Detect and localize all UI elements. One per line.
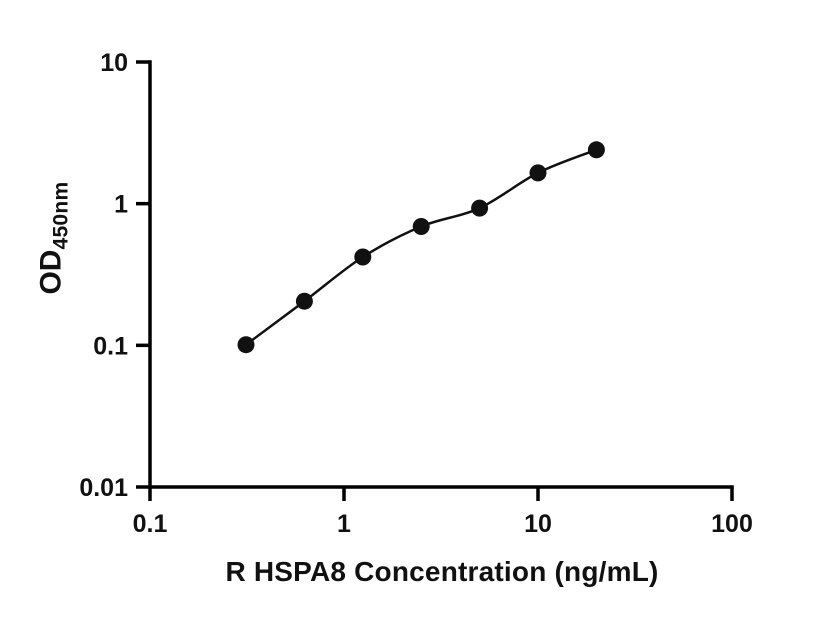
data-point bbox=[587, 141, 605, 159]
y-tick-label: 0.1 bbox=[93, 332, 128, 360]
x-tick-label: 0.1 bbox=[133, 510, 168, 538]
y-tick-label: 1 bbox=[114, 191, 128, 219]
data-point bbox=[412, 218, 430, 235]
y-axis-title: OD450nm bbox=[35, 181, 74, 294]
x-tick-label: 1 bbox=[337, 510, 351, 538]
data-point bbox=[471, 199, 489, 217]
y-tick-label: 0.01 bbox=[79, 474, 128, 502]
axis-spine bbox=[148, 60, 734, 489]
data-point bbox=[354, 248, 372, 266]
x-axis-title: R HSPA8 Concentration (ng/mL) bbox=[225, 556, 659, 587]
data-point bbox=[529, 164, 547, 182]
data-point bbox=[237, 336, 255, 354]
data-point bbox=[295, 292, 313, 310]
x-tick-label: 100 bbox=[711, 510, 753, 538]
y-axis-title-subscript: 450nm bbox=[49, 181, 73, 250]
y-tick-label: 10 bbox=[100, 49, 128, 77]
x-tick-label: 10 bbox=[524, 510, 552, 538]
y-axis-title-main: OD bbox=[34, 249, 68, 295]
